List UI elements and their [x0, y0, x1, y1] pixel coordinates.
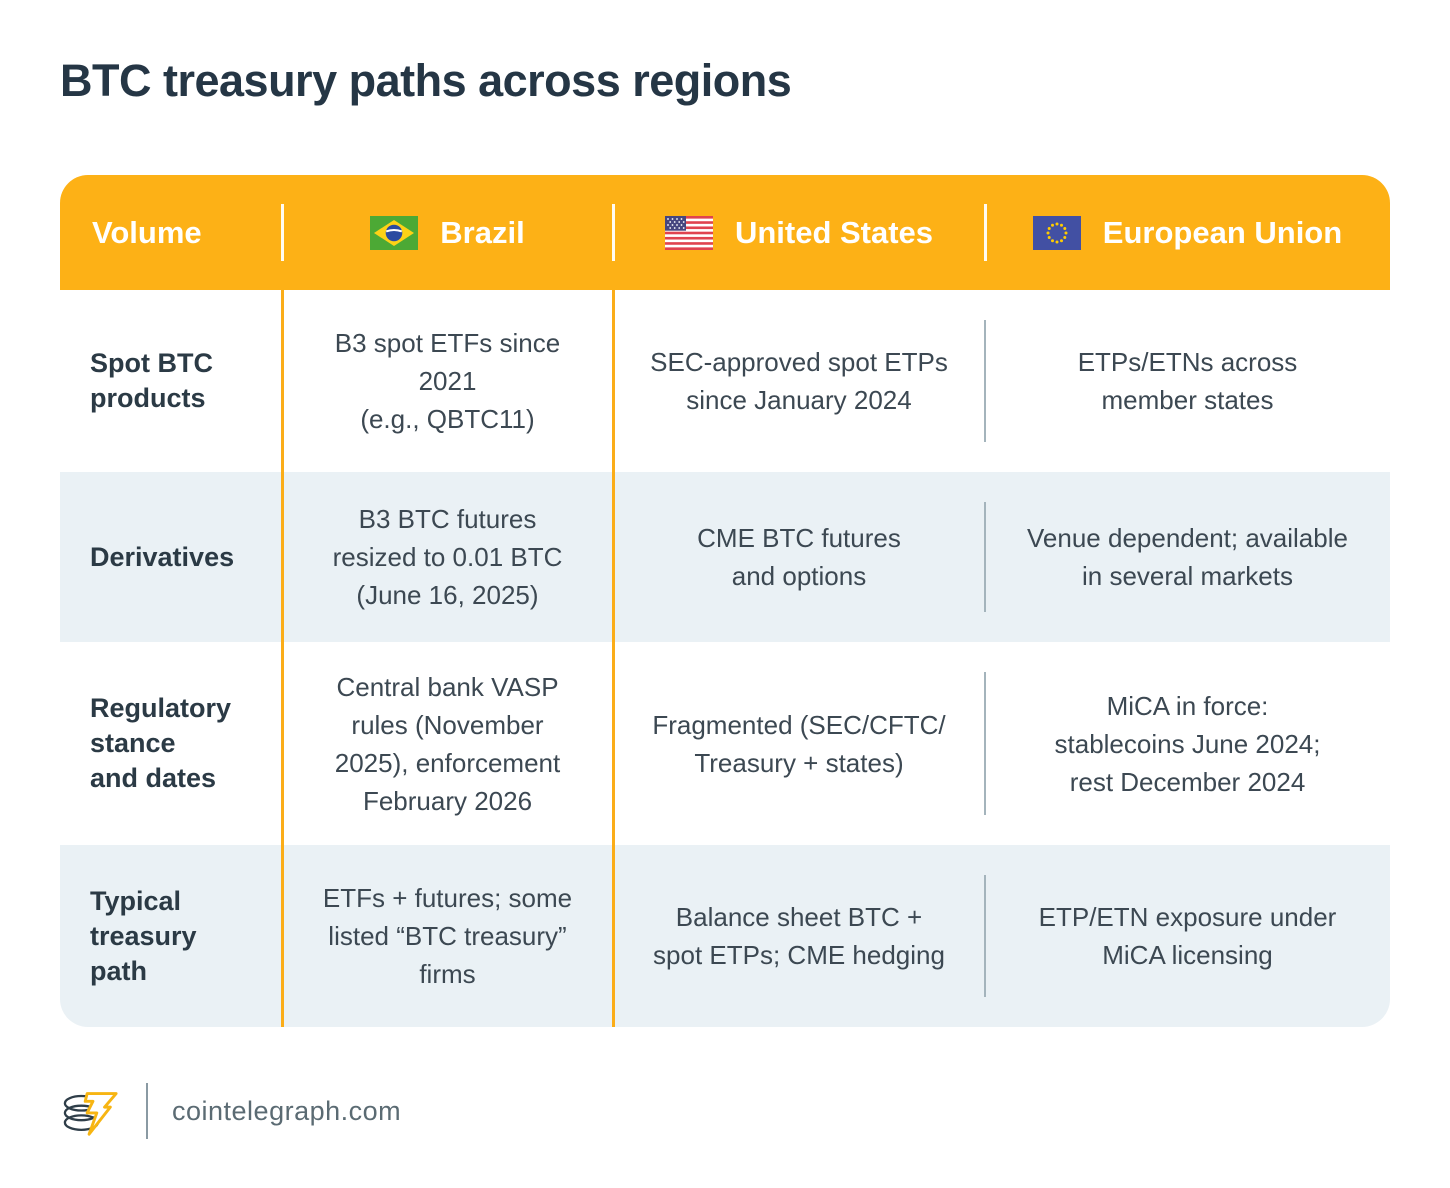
- source-text: cointelegraph.com: [172, 1095, 402, 1126]
- table-row: Regulatory stance and dates Central bank…: [60, 642, 1390, 845]
- eu-flag-icon: [1032, 215, 1081, 250]
- row-label: Derivatives: [90, 541, 235, 572]
- table-header: Volume Brazil: [60, 175, 1390, 290]
- row-label: Typical treasury path: [90, 885, 197, 986]
- cell-us: Fragmented (SEC/CFTC/ Treasury + states): [652, 709, 946, 778]
- cell-eu: MiCA in force: stablecoins June 2024; re…: [1054, 690, 1321, 797]
- cell-eu: Venue dependent; available in several ma…: [1027, 523, 1348, 591]
- cell-brazil: B3 spot ETFs since 2021 (e.g., QBTC11): [334, 328, 561, 434]
- row-label: Spot BTC products: [90, 348, 213, 413]
- column-divider-gray: [984, 672, 986, 815]
- us-flag-icon: [664, 215, 713, 250]
- column-divider-gray: [984, 320, 986, 442]
- header-cell-eu: European Union: [985, 175, 1390, 290]
- table-row: Derivatives B3 BTC futures resized to 0.…: [60, 472, 1390, 642]
- cell-eu: ETP/ETN exposure under MiCA licensing: [1038, 902, 1337, 970]
- table-row: Spot BTC products B3 spot ETFs since 202…: [60, 290, 1390, 472]
- footer-divider: [146, 1083, 148, 1139]
- comparison-table: Volume Brazil: [60, 175, 1390, 1027]
- cointelegraph-logo-icon: [63, 1092, 118, 1136]
- header-brazil-label: Brazil: [440, 214, 525, 250]
- header-cell-volume: Volume: [60, 175, 282, 290]
- row-label: Regulatory stance and dates: [90, 693, 232, 793]
- cell-brazil: ETFs + futures; some listed “BTC treasur…: [322, 883, 573, 989]
- header-divider: [984, 204, 987, 261]
- column-divider-yellow: [612, 290, 615, 1027]
- header-us-label: United States: [734, 214, 934, 250]
- cell-brazil: B3 BTC futures resized to 0.01 BTC (June…: [332, 504, 563, 610]
- column-divider-gray: [984, 875, 986, 997]
- cell-brazil: Central bank VASP rules (November 2025),…: [334, 671, 561, 816]
- cell-us: Balance sheet BTC + spot ETPs; CME hedgi…: [653, 902, 945, 970]
- page-title: BTC treasury paths across regions: [60, 55, 792, 106]
- cell-eu: ETPs/ETNs across member states: [1077, 347, 1298, 415]
- header-divider: [612, 204, 615, 261]
- table-row: Typical treasury path ETFs + futures; so…: [60, 845, 1390, 1027]
- header-eu-label: European Union: [1102, 214, 1343, 250]
- cell-us: SEC-approved spot ETPs since January 202…: [650, 347, 948, 415]
- header-volume-label: Volume: [92, 214, 202, 250]
- cell-us: CME BTC futures and options: [697, 523, 901, 591]
- column-divider-gray: [984, 502, 986, 612]
- column-divider-yellow: [281, 290, 284, 1027]
- brazil-flag-icon: [370, 215, 419, 250]
- header-divider: [281, 204, 284, 261]
- header-cell-us: United States: [613, 175, 985, 290]
- footer: cointelegraph.com: [60, 1082, 401, 1140]
- header-cell-brazil: Brazil: [282, 175, 613, 290]
